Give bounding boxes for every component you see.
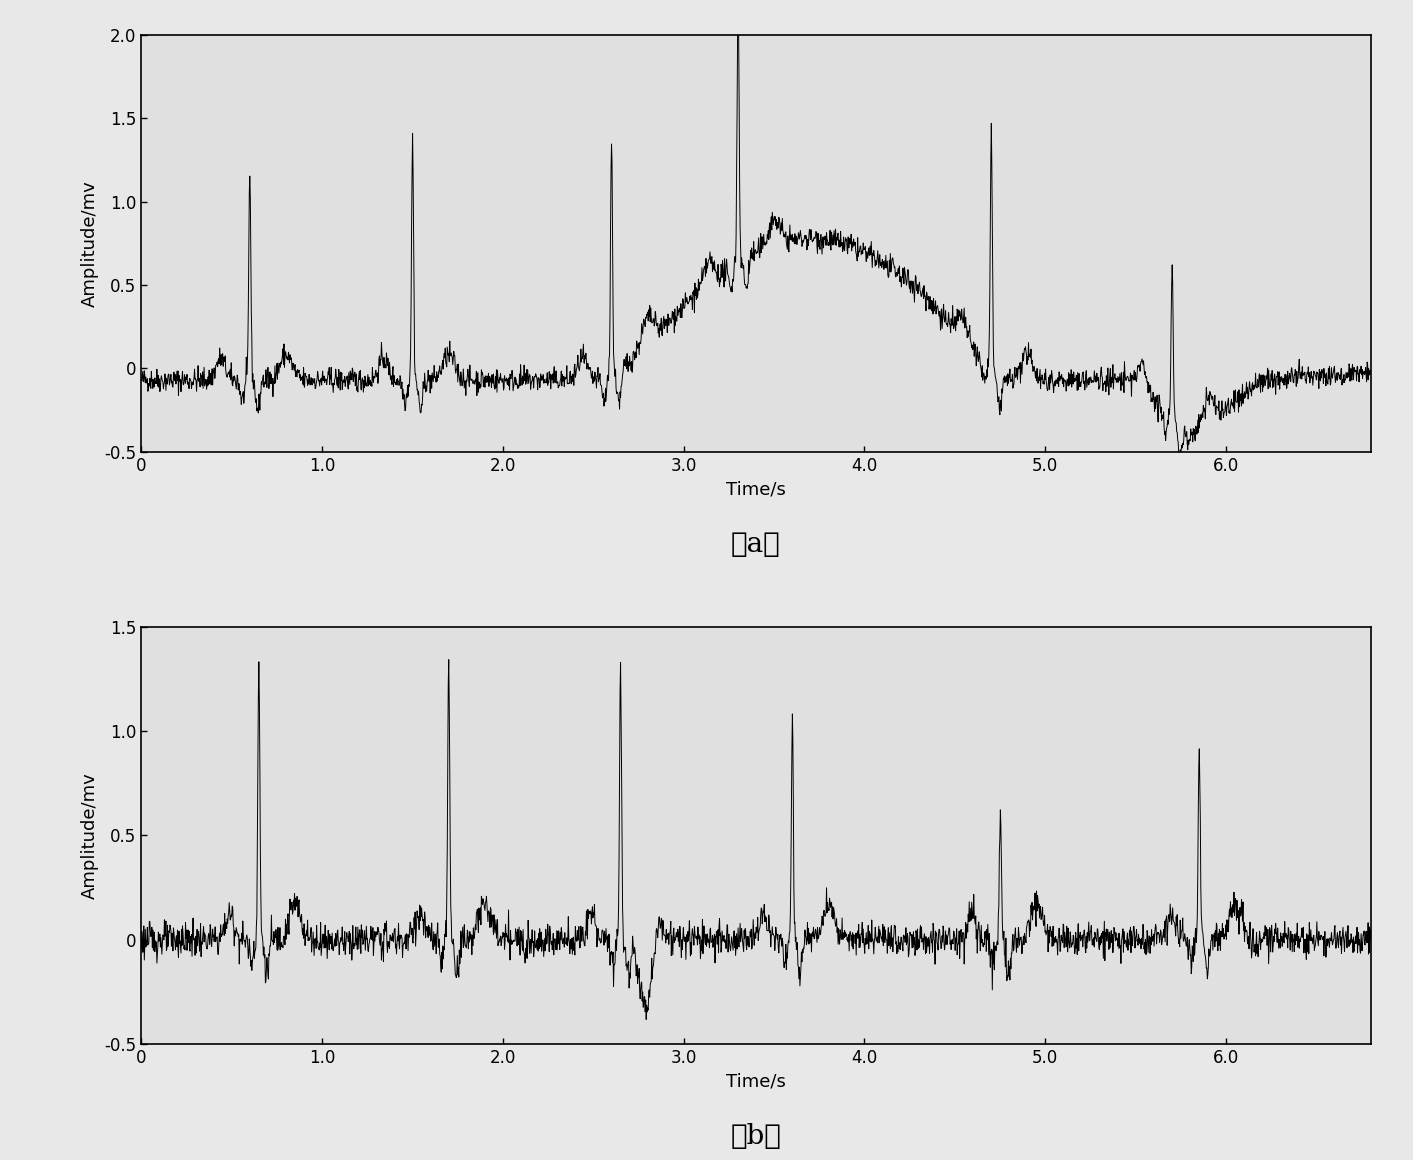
Text: （b）: （b） — [731, 1123, 781, 1151]
Y-axis label: Amplitude/mv: Amplitude/mv — [81, 773, 99, 899]
X-axis label: Time/s: Time/s — [726, 1072, 786, 1090]
Y-axis label: Amplitude/mv: Amplitude/mv — [81, 180, 99, 306]
Text: （a）: （a） — [731, 531, 781, 558]
X-axis label: Time/s: Time/s — [726, 480, 786, 499]
